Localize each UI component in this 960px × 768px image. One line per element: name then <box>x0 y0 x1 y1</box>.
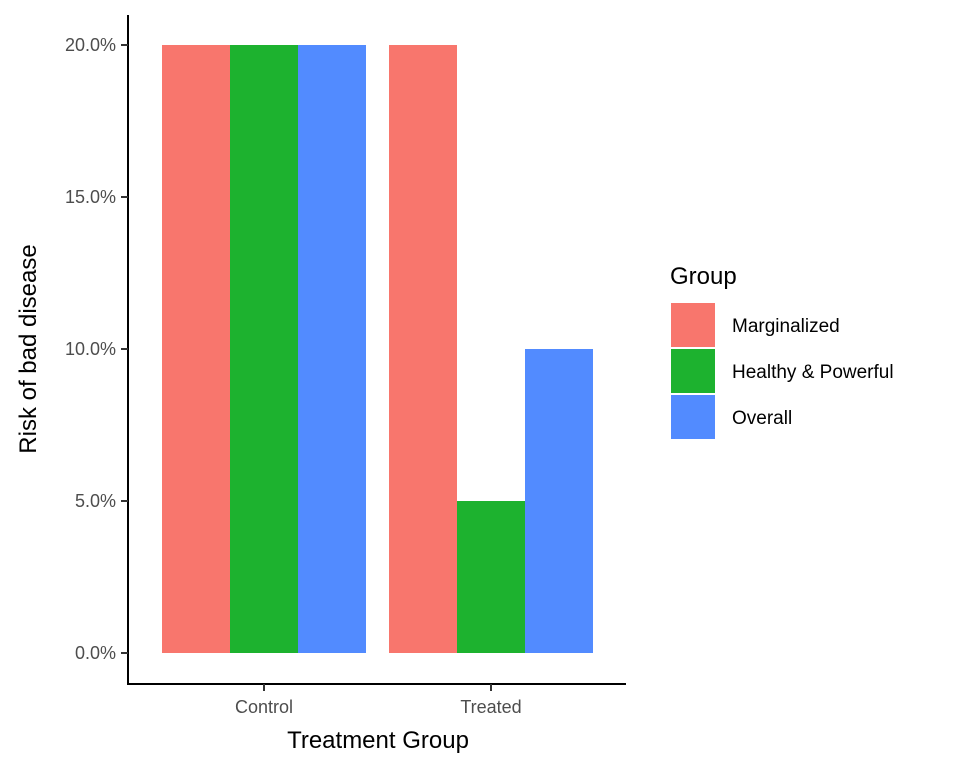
legend-key-healthy-powerful <box>671 349 715 393</box>
legend-label-overall: Overall <box>732 408 792 429</box>
bar-control-overall <box>298 45 366 653</box>
y-ticks-group: 0.0% 5.0% 10.0% 15.0% 20.0% <box>65 35 128 663</box>
legend-title: Group <box>670 263 737 290</box>
bar-control-marginalized <box>162 45 230 653</box>
y-axis-title: Risk of bad disease <box>15 244 42 453</box>
y-tick-label: 15.0% <box>65 187 116 207</box>
bars-group <box>162 45 593 653</box>
legend-key-overall <box>671 395 715 439</box>
x-tick-label: Treated <box>460 697 521 717</box>
y-tick-label: 0.0% <box>75 643 116 663</box>
legend-key-marginalized <box>671 303 715 347</box>
bar-treated-overall <box>525 349 593 653</box>
legend-label-healthy-powerful: Healthy & Powerful <box>732 362 894 383</box>
bar-control-healthy-powerful <box>230 45 298 653</box>
x-ticks-group: Control Treated <box>235 684 522 717</box>
legend-label-marginalized: Marginalized <box>732 316 840 337</box>
bar-treated-healthy-powerful <box>457 501 525 653</box>
x-tick-label: Control <box>235 697 293 717</box>
y-tick-label: 20.0% <box>65 35 116 55</box>
x-axis-title: Treatment Group <box>287 727 469 754</box>
bar-treated-marginalized <box>389 45 457 653</box>
y-tick-label: 10.0% <box>65 339 116 359</box>
y-tick-label: 5.0% <box>75 491 116 511</box>
legend: Group Marginalized Healthy & Powerful Over… <box>670 263 894 439</box>
